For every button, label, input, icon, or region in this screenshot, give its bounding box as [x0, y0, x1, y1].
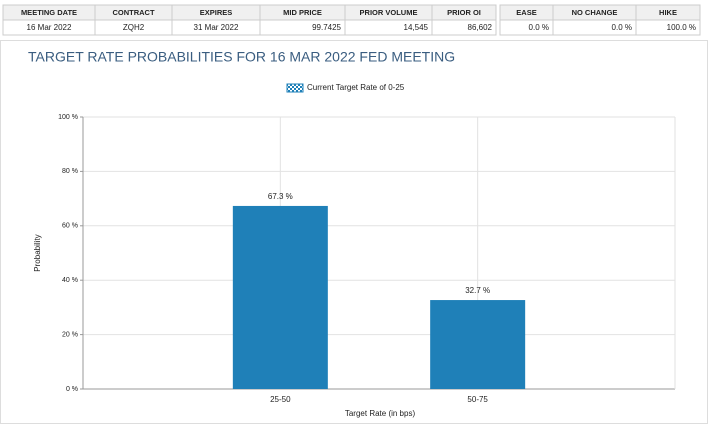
y-tick-label: 40 %	[62, 277, 78, 284]
y-tick-label: 20 %	[62, 331, 78, 338]
cell-text: ZQH2	[123, 23, 145, 32]
data-cell	[431, 19, 497, 36]
bar	[430, 300, 526, 389]
contract-table: MEETING DATE 16 Mar 2022 CONTRACT ZQH2 EXPIR…	[2, 4, 701, 36]
legend-swatch	[286, 83, 304, 93]
bar	[232, 205, 328, 389]
chart-panel	[0, 40, 708, 424]
header-text: PRIOR OI	[447, 8, 481, 17]
header-text: MEETING DATE	[21, 8, 77, 17]
data-cell	[635, 19, 701, 36]
cell-text: 14,545	[404, 23, 429, 32]
y-tick-label: 0 %	[66, 386, 78, 393]
value-label: 32.7 %	[465, 286, 490, 295]
cell-text: 99.7425	[312, 23, 341, 32]
header-text: MID PRICE	[283, 8, 322, 17]
cell-text: 16 Mar 2022	[27, 23, 72, 32]
legend-label: Current Target Rate of 0-25	[307, 83, 405, 92]
y-axis-label: Probability	[33, 234, 42, 271]
x-tick-label: 25-50	[270, 395, 291, 404]
y-tick-label: 60 %	[62, 223, 78, 230]
y-tick-label: 100 %	[58, 114, 78, 121]
header-text: EASE	[516, 8, 536, 17]
header-text: NO CHANGE	[572, 8, 618, 17]
cell-text: 31 Mar 2022	[194, 23, 239, 32]
header-text: PRIOR VOLUME	[360, 8, 418, 17]
value-label: 67.3 %	[268, 192, 293, 201]
cell-text: 86,602	[468, 23, 493, 32]
x-axis-label: Target Rate (in bps)	[345, 409, 416, 418]
header-text: EXPIRES	[200, 8, 233, 17]
header-text: CONTRACT	[112, 8, 154, 17]
header-text: HIKE	[659, 8, 677, 17]
cell-text: 0.0 %	[529, 23, 549, 32]
chart-title: TARGET RATE PROBABILITIES FOR 16 MAR 202…	[28, 49, 455, 65]
y-tick-label: 80 %	[62, 168, 78, 175]
cell-text: 0.0 %	[612, 23, 632, 32]
x-tick-label: 50-75	[467, 395, 488, 404]
cell-text: 100.0 %	[667, 23, 696, 32]
